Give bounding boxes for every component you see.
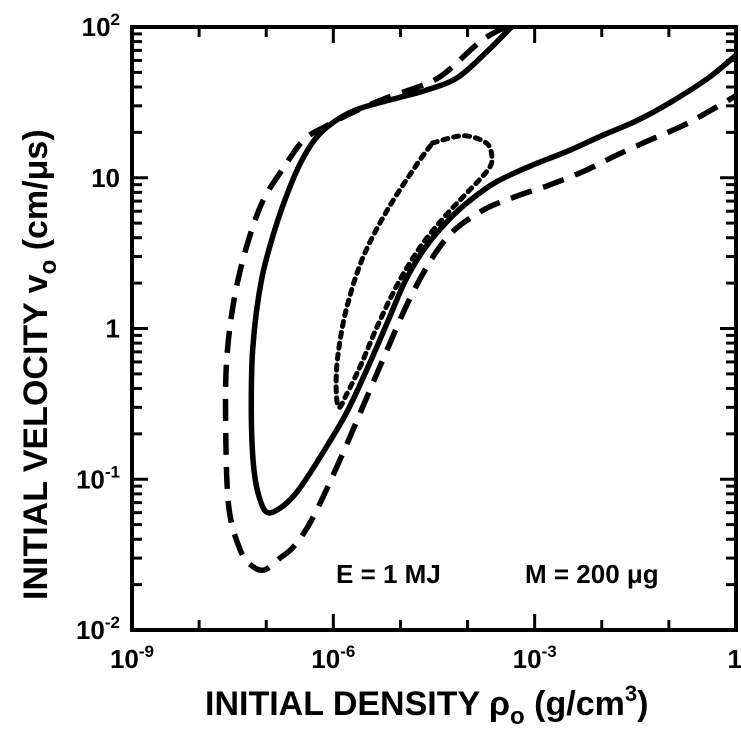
energy-annotation: E = 1 MJ <box>336 559 441 589</box>
mass-annotation: M = 200 μg <box>525 559 659 589</box>
axis-ticks <box>132 27 736 630</box>
y-tick-label: 10-1 <box>76 462 120 494</box>
tick-labels: 10-9 10-6 10-3 1 10-2 10-1 1 10 102 <box>76 10 741 674</box>
y-tick-label: 10-2 <box>76 613 120 645</box>
x-tick-label: 10-3 <box>513 642 557 674</box>
solid-curve <box>248 27 736 516</box>
dotted-curve <box>333 133 495 410</box>
y-tick-label: 1 <box>106 314 120 344</box>
y-tick-label: 102 <box>82 10 120 42</box>
x-axis-title: INITIAL DENSITY ρo (g/cm3) <box>205 681 648 730</box>
y-axis-title: INITIAL VELOCITY vo (cm/μs) <box>17 129 62 600</box>
y-tick-label: 10 <box>91 163 120 193</box>
x-tick-label: 1 <box>728 644 741 674</box>
x-tick-label: 10-9 <box>110 642 154 674</box>
x-tick-label: 10-6 <box>311 642 355 674</box>
series-group <box>222 27 736 574</box>
